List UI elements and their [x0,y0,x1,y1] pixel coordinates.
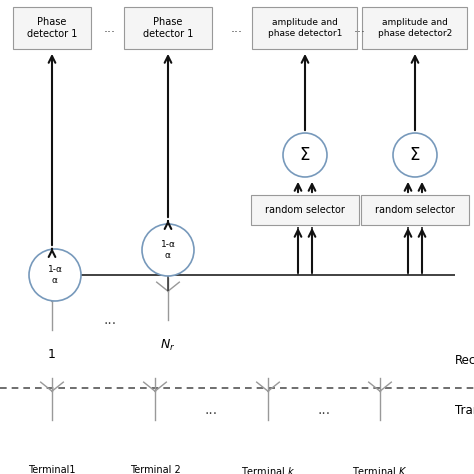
Text: ...: ... [205,403,218,417]
Text: random selector: random selector [375,205,455,215]
Circle shape [29,249,81,301]
FancyBboxPatch shape [13,7,91,49]
Text: Terminal $K$: Terminal $K$ [352,465,408,474]
Text: 1-α
α: 1-α α [161,240,175,260]
Text: 1: 1 [48,348,56,361]
Text: ...: ... [318,403,330,417]
Text: 1-α
α: 1-α α [47,265,63,285]
FancyBboxPatch shape [361,195,469,225]
Circle shape [393,133,437,177]
Text: Terminal 2: Terminal 2 [129,465,181,474]
Text: Σ: Σ [300,146,310,164]
Text: Transmit: Transmit [455,403,474,417]
Text: amplitude and
phase detector1: amplitude and phase detector1 [268,18,342,38]
Text: ...: ... [354,21,366,35]
Circle shape [142,224,194,276]
FancyBboxPatch shape [251,195,359,225]
Text: ...: ... [104,21,116,35]
Text: random selector: random selector [265,205,345,215]
Text: ...: ... [230,21,243,35]
Text: Σ: Σ [410,146,420,164]
Text: Phase
detector 1: Phase detector 1 [27,17,77,39]
Text: $N_r$: $N_r$ [160,338,176,353]
FancyBboxPatch shape [124,7,212,49]
Text: amplitude and
phase detector2: amplitude and phase detector2 [378,18,452,38]
Circle shape [283,133,327,177]
Text: Terminal1: Terminal1 [28,465,76,474]
Text: ...: ... [103,313,117,327]
FancyBboxPatch shape [253,7,357,49]
Text: Phase
detector 1: Phase detector 1 [143,17,193,39]
Text: Receiv: Receiv [455,354,474,366]
Text: Terminal $k$: Terminal $k$ [241,465,295,474]
FancyBboxPatch shape [363,7,467,49]
